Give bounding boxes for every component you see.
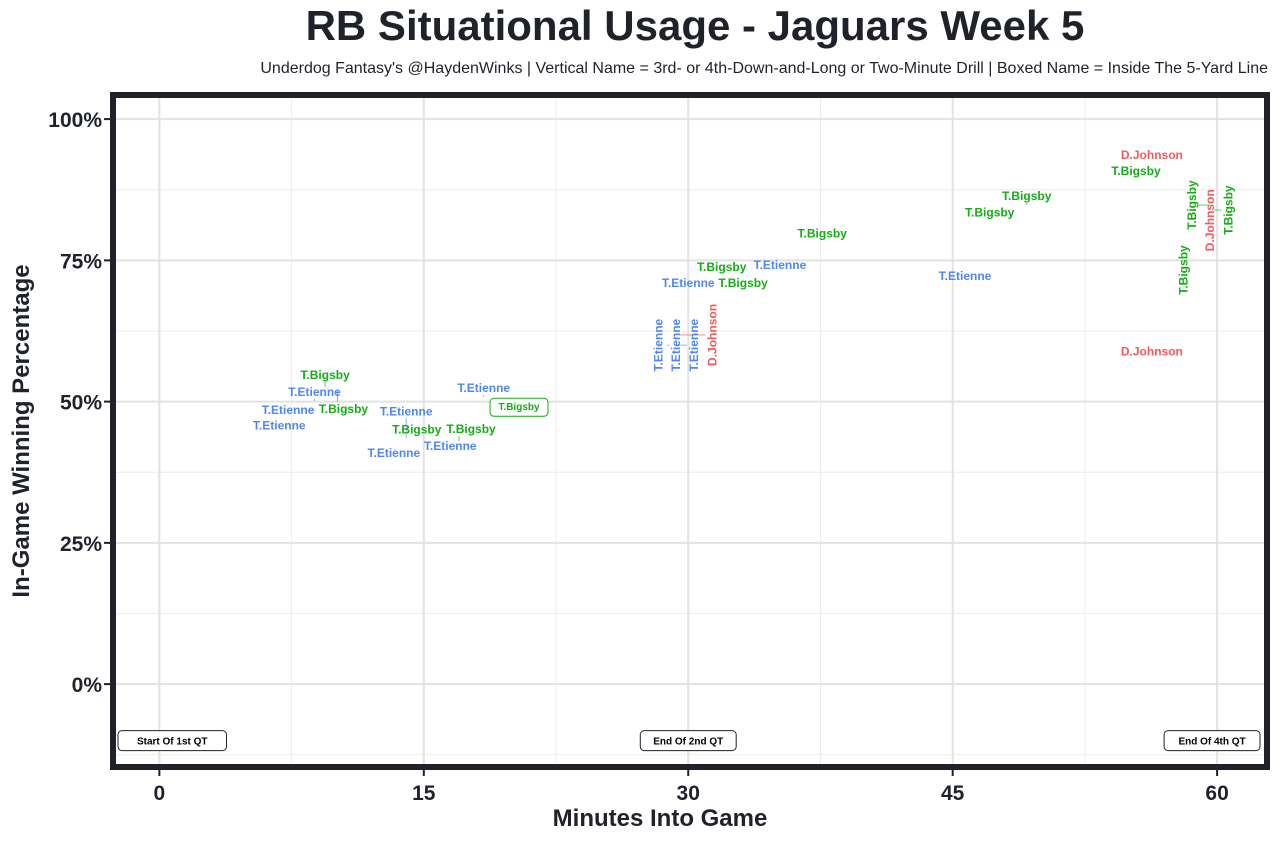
point-label-t-etienne-group: T.Etienne xyxy=(457,381,510,395)
point-label-t-etienne: T.Etienne xyxy=(457,381,510,395)
point-label-t-bigsby-group: T.Bigsby xyxy=(697,260,747,274)
point-label-t-bigsby-group: T.Bigsby xyxy=(1222,185,1236,235)
point-label-t-etienne-group: T.Etienne xyxy=(651,318,665,371)
point-label-t-etienne-group: T.Etienne xyxy=(424,439,477,453)
point-label-t-etienne: T.Etienne xyxy=(669,318,683,371)
y-tick-label: 25% xyxy=(60,533,102,556)
y-axis-title: In-Game Winning Percentage xyxy=(8,264,35,597)
point-label-t-etienne: T.Etienne xyxy=(651,318,665,371)
point-label-d-johnson-group: D.Johnson xyxy=(1121,148,1183,162)
point-label-t-bigsby: T.Bigsby xyxy=(1111,164,1161,178)
point-label-t-bigsby-group: T.Bigsby xyxy=(798,226,848,240)
chart-title: RB Situational Usage - Jaguars Week 5 xyxy=(305,2,1085,49)
point-label-d-johnson: D.Johnson xyxy=(1121,344,1183,358)
point-label-t-etienne: T.Etienne xyxy=(288,385,341,399)
point-label-t-bigsby: T.Bigsby xyxy=(965,205,1015,219)
y-tick-label: 100% xyxy=(48,109,102,132)
point-label-t-etienne-group: T.Etienne xyxy=(253,418,306,432)
point-label-d-johnson-group: D.Johnson xyxy=(1203,189,1217,251)
x-tick-label: 45 xyxy=(941,782,965,805)
point-label-t-bigsby: T.Bigsby xyxy=(392,422,442,436)
point-label-t-etienne: T.Etienne xyxy=(687,318,701,371)
y-tick-label: 75% xyxy=(60,250,102,273)
annotation-box xyxy=(1163,730,1261,752)
point-label-t-bigsby: T.Bigsby xyxy=(1222,185,1236,235)
point-label-t-etienne: T.Etienne xyxy=(662,276,715,290)
point-label-t-etienne-group: T.Etienne xyxy=(662,276,715,290)
point-label-t-bigsby-group: T.Bigsby xyxy=(489,397,549,417)
point-label-t-bigsby-group: T.Bigsby xyxy=(1002,189,1052,203)
annotation-box xyxy=(639,730,737,752)
point-label-d-johnson: D.Johnson xyxy=(1121,148,1183,162)
y-tick-label: 0% xyxy=(72,674,103,697)
point-label-t-etienne-group: T.Etienne xyxy=(754,258,807,272)
point-label-t-bigsby: T.Bigsby xyxy=(300,368,350,382)
point-label-t-bigsby: T.Bigsby xyxy=(697,260,747,274)
point-label-t-etienne: T.Etienne xyxy=(380,404,433,418)
point-label-t-bigsby: T.Bigsby xyxy=(718,276,768,290)
annotation-label: End Of 4th QT xyxy=(1178,737,1245,748)
point-label-t-etienne: T.Etienne xyxy=(367,446,420,460)
point-label-t-bigsby-group: T.Bigsby xyxy=(718,276,768,290)
point-label-t-bigsby: T.Bigsby xyxy=(1002,189,1052,203)
point-label-t-etienne-group: T.Etienne xyxy=(367,446,420,460)
point-label-t-bigsby: T.Bigsby xyxy=(446,422,496,436)
annotation-label: End Of 2nd QT xyxy=(653,737,723,748)
point-label-t-etienne-group: T.Etienne xyxy=(288,385,341,399)
point-label-t-bigsby: T.Bigsby xyxy=(319,402,369,416)
point-label-t-bigsby-group: T.Bigsby xyxy=(392,422,442,436)
point-label-d-johnson-group: D.Johnson xyxy=(1121,344,1183,358)
point-label-d-johnson: D.Johnson xyxy=(705,304,719,366)
point-label-t-bigsby: T.Bigsby xyxy=(798,226,848,240)
point-label-t-bigsby: T.Bigsby xyxy=(1185,180,1199,230)
point-label-t-bigsby-group: T.Bigsby xyxy=(446,422,496,436)
point-label-t-etienne-group: T.Etienne xyxy=(939,269,992,283)
x-tick-label: 60 xyxy=(1205,782,1228,805)
annotation-label: Start Of 1st QT xyxy=(137,737,208,748)
point-label-t-etienne-group: T.Etienne xyxy=(262,403,315,417)
point-label-t-bigsby: T.Bigsby xyxy=(1177,245,1191,295)
y-tick-label: 50% xyxy=(60,392,102,415)
point-label-t-bigsby-group: T.Bigsby xyxy=(1185,180,1199,230)
point-label-t-bigsby-group: T.Bigsby xyxy=(1177,245,1191,295)
point-label-t-bigsby: T.Bigsby xyxy=(498,402,540,413)
point-label-t-bigsby-group: T.Bigsby xyxy=(300,368,350,382)
point-label-d-johnson-group: D.Johnson xyxy=(705,304,719,366)
x-tick-label: 30 xyxy=(677,782,700,805)
point-label-d-johnson: D.Johnson xyxy=(1203,189,1217,251)
leader-lines xyxy=(314,203,1222,442)
annotation-box xyxy=(117,730,227,752)
panel-border xyxy=(110,92,1270,770)
x-tick-label: 0 xyxy=(154,782,166,805)
point-label-t-etienne: T.Etienne xyxy=(253,418,306,432)
chart-subtitle: Underdog Fantasy's @HaydenWinks | Vertic… xyxy=(260,60,1268,77)
point-label-t-bigsby-group: T.Bigsby xyxy=(1111,164,1161,178)
boxed-label-frame xyxy=(489,397,549,417)
point-label-t-etienne: T.Etienne xyxy=(424,439,477,453)
x-axis-title: Minutes Into Game xyxy=(553,805,768,832)
point-label-t-etienne: T.Etienne xyxy=(754,258,807,272)
point-label-t-etienne-group: T.Etienne xyxy=(669,318,683,371)
point-label-t-etienne: T.Etienne xyxy=(939,269,992,283)
point-label-t-bigsby-group: T.Bigsby xyxy=(319,402,369,416)
point-label-t-etienne-group: T.Etienne xyxy=(687,318,701,371)
x-tick-label: 15 xyxy=(412,782,436,805)
point-label-t-etienne: T.Etienne xyxy=(262,403,315,417)
point-labels: T.BigsbyT.EtienneT.EtienneT.EtienneT.Big… xyxy=(253,148,1236,460)
point-label-t-bigsby-group: T.Bigsby xyxy=(965,205,1015,219)
point-label-t-etienne-group: T.Etienne xyxy=(380,404,433,418)
